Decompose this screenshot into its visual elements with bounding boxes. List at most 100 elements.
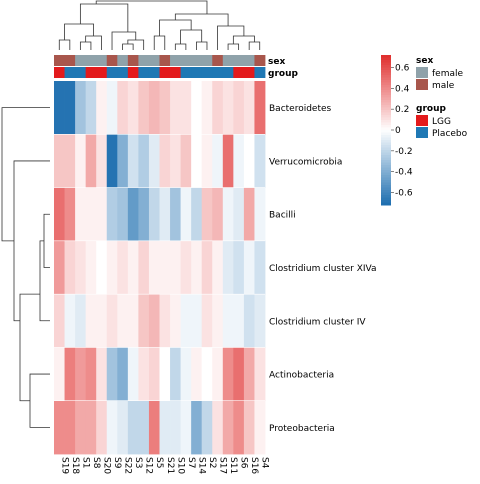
column-label: S18 [70, 457, 80, 474]
colorbar-segment [381, 75, 391, 78]
heatmap-cell [254, 240, 266, 295]
colorbar-segment [381, 125, 391, 128]
heatmap-cell [148, 240, 160, 295]
heatmap-cell [201, 187, 213, 242]
column-dendrogram-branch [85, 35, 102, 50]
row-label: Proteobacteria [269, 424, 335, 434]
colorbar-segment [381, 67, 391, 71]
heatmap-cell [191, 134, 203, 188]
column-label: S1 [80, 457, 90, 468]
sex-annotation-cell [148, 55, 160, 66]
colorbar-segment [381, 87, 391, 91]
column-dendrogram-branch [217, 25, 245, 50]
heatmap-cell [75, 400, 87, 455]
heatmap-cell [54, 294, 65, 348]
colorbar-segment [381, 192, 391, 196]
column-dendrogram-branch [79, 41, 92, 50]
colorbar-segment [381, 180, 391, 183]
colorbar-segment [381, 177, 391, 181]
colorbar-segment [381, 112, 391, 116]
heatmap-cell [85, 347, 97, 402]
column-dendrogram-branch [248, 41, 261, 50]
column-label: S22 [123, 457, 133, 474]
colorbar-segment [381, 182, 391, 186]
sex-annotation-cell [106, 55, 118, 66]
heatmap-cell [138, 294, 150, 348]
group-annotation-cell [201, 67, 213, 78]
heatmap-cell [148, 134, 160, 188]
colorbar-segment [381, 62, 391, 66]
heatmap-cell [180, 187, 192, 242]
heatmap-cell [75, 134, 87, 188]
colorbar-segment [381, 190, 391, 193]
group-annotation-cell [64, 67, 76, 78]
column-dendrogram-branch [79, 3, 129, 32]
heatmap-cell [254, 294, 266, 348]
colorbar-segment [381, 102, 391, 106]
group-annotation-cell [96, 67, 108, 78]
heatmap-cell [85, 294, 97, 348]
sex-annotation-cell [191, 55, 203, 66]
heatmap-cell [212, 187, 224, 242]
heatmap-cell [138, 81, 150, 135]
heatmap-cell [212, 240, 224, 295]
heatmap-cell [117, 294, 129, 348]
group-annotation-cell [180, 67, 192, 78]
column-label: S21 [165, 457, 175, 474]
heatmap-cell [243, 347, 255, 402]
group-legend-label: LGG [432, 117, 451, 127]
heatmap-cell [127, 400, 139, 455]
heatmap-cell [54, 134, 65, 188]
heatmap-cell [75, 294, 87, 348]
colorbar-segment [381, 175, 391, 178]
heatmap-cell [96, 240, 108, 295]
heatmap-cell [170, 294, 181, 348]
heatmap-cell [201, 347, 213, 402]
heatmap-cell [212, 400, 224, 455]
heatmap-cell [159, 400, 171, 455]
heatmap-cell [212, 347, 224, 402]
colorbar-tick-label: 0.4 [395, 84, 410, 94]
heatmap-cell [233, 240, 245, 295]
heatmap-cell [222, 81, 234, 135]
colorbar-segment [381, 70, 391, 73]
heatmap-cell [191, 240, 203, 295]
colorbar-segment [381, 130, 391, 133]
colorbar-segment [381, 195, 391, 198]
heatmap-cell [159, 134, 171, 188]
row-dendrogram-branch [19, 293, 40, 402]
sex-annotation-cell [233, 55, 245, 66]
heatmap-cell [170, 81, 181, 135]
column-dendrogram-branch [159, 19, 192, 36]
heatmap-cell [159, 294, 171, 348]
group-annotation-cell [191, 67, 203, 78]
heatmap-cell [222, 240, 234, 295]
heatmap-cell [54, 347, 65, 402]
heatmap-cell [233, 81, 245, 135]
heatmap-cell [106, 187, 118, 242]
colorbar-tick-label: 0.6 [395, 64, 410, 74]
colorbar-segment [381, 172, 391, 176]
row-label: Bacteroidetes [269, 104, 332, 114]
column-label: S20 [101, 457, 111, 474]
heatmap-cell [201, 134, 213, 188]
colorbar-segment [381, 137, 391, 141]
heatmap-cell [96, 134, 108, 188]
heatmap-cell [106, 240, 118, 295]
heatmap-cell [170, 400, 181, 455]
heatmap-cell [96, 400, 108, 455]
group-annotation-cell [127, 67, 139, 78]
heatmap-cell [75, 187, 87, 242]
column-label: S2 [207, 457, 217, 468]
colorbar-segment [381, 145, 391, 148]
heatmap-cell [170, 187, 181, 242]
heatmap-cell [75, 81, 87, 135]
column-dendrogram-branch [232, 35, 255, 44]
colorbar-segment [381, 165, 391, 168]
heatmap-cell [127, 81, 139, 135]
group-annotation-cell [117, 67, 129, 78]
heatmap-cell [64, 347, 76, 402]
group-annotation-cell [54, 67, 65, 78]
